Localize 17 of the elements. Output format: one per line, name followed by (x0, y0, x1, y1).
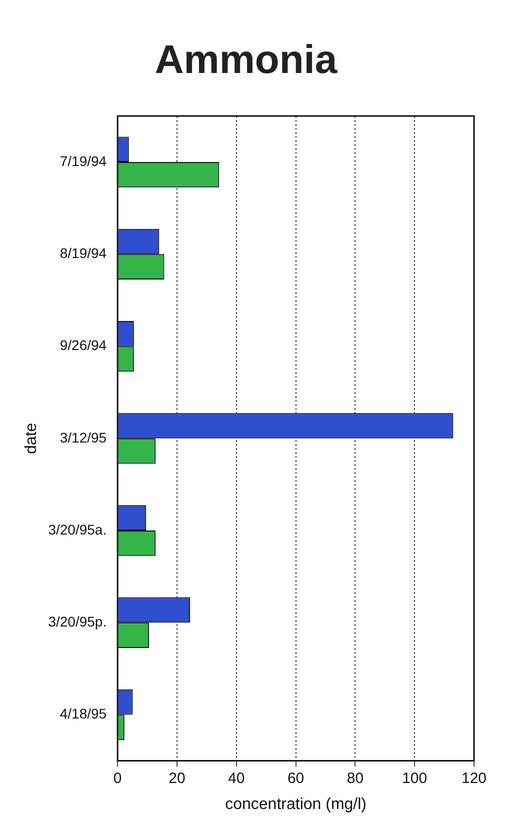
chart-title: Ammonia (154, 38, 338, 82)
x-tick-label: 80 (346, 770, 364, 787)
y-tick-label: 9/26/94 (60, 337, 107, 354)
x-axis-title: concentration (mg/l) (225, 796, 366, 813)
x-tick-label: 20 (168, 770, 186, 787)
x-tick-label: 60 (287, 770, 304, 787)
y-tick-label: 8/19/94 (60, 245, 107, 262)
y-axis-title: date (23, 422, 40, 454)
x-tick-label: 0 (113, 770, 122, 787)
x-tick-label: 120 (461, 770, 487, 787)
y-tick-label: 3/12/95 (60, 429, 107, 446)
y-tick-label: 3/20/95p. (48, 613, 107, 630)
y-tick-label: 3/20/95a. (48, 521, 107, 538)
x-tick-label: 40 (228, 770, 245, 787)
x-tick-label: 100 (402, 770, 428, 787)
y-tick-label: 4/18/95 (60, 706, 107, 722)
y-tick-label: 7/19/94 (60, 152, 107, 169)
